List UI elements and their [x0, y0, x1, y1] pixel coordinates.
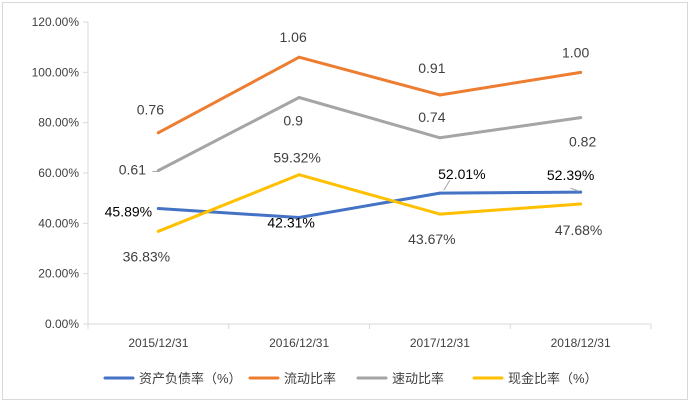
- y-tick-label: 120.00%: [32, 15, 80, 29]
- data-label-0: 42.31%: [267, 215, 314, 231]
- series-line-2: [156, 96, 583, 172]
- data-label-0: 52.01%: [438, 166, 485, 182]
- series-point-0: [297, 216, 301, 220]
- series-point-2: [579, 116, 583, 120]
- series-point-2: [438, 136, 442, 140]
- data-label-3: 36.83%: [123, 248, 170, 264]
- y-tick-label: 60.00%: [38, 166, 79, 180]
- series-point-0: [438, 191, 442, 195]
- data-label-0: 52.39%: [547, 167, 594, 183]
- chart-frame: 0.00% 20.00% 40.00% 60.00% 80.00% 100.00% 120.…: [2, 2, 688, 400]
- data-label-3: 59.32%: [273, 150, 320, 166]
- data-label-0: 45.89%: [105, 204, 152, 220]
- series-point-3: [579, 202, 583, 206]
- series-point-3: [156, 229, 160, 233]
- data-label-2: 0.9: [283, 113, 303, 129]
- data-label-3: 43.67%: [408, 231, 455, 247]
- y-tick-label: 0.00%: [45, 317, 79, 331]
- y-tick-label: 40.00%: [38, 216, 79, 230]
- series-point-1: [156, 131, 160, 135]
- series-lines: [156, 55, 583, 233]
- y-tick-label: 80.00%: [38, 116, 79, 130]
- series-point-2: [156, 168, 160, 172]
- data-label-1: 0.76: [137, 102, 164, 118]
- series-point-0: [579, 190, 583, 194]
- series-point-1: [438, 93, 442, 97]
- data-label-1: 1.06: [280, 29, 307, 45]
- series-line-0: [156, 190, 583, 220]
- legend-label-0: 资产负债率（%）: [139, 371, 242, 386]
- legend-label-3: 现金比率（%）: [508, 371, 598, 386]
- leader-line: [570, 187, 579, 192]
- leader-line: [443, 179, 451, 191]
- series-point-2: [297, 96, 301, 99]
- legend-label-2: 速动比率: [392, 371, 444, 386]
- series-point-3: [297, 173, 301, 177]
- data-label-2: 0.61: [119, 161, 146, 177]
- legend-label-1: 流动比率: [284, 371, 336, 386]
- data-label-3: 47.68%: [555, 222, 602, 238]
- legend: 资产负债率（%） 流动比率 速动比率 现金比率（%）: [103, 371, 598, 386]
- data-label-2: 0.82: [569, 134, 596, 150]
- y-tick-label: 20.00%: [38, 267, 79, 281]
- x-tick-label: 2017/12/31: [410, 336, 470, 350]
- data-label-2: 0.74: [418, 109, 445, 125]
- x-tick-label: 2016/12/31: [269, 336, 329, 350]
- series-line-3: [156, 173, 583, 233]
- series-point-1: [297, 55, 301, 59]
- line-chart: 0.00% 20.00% 40.00% 60.00% 80.00% 100.00% 120.…: [32, 15, 652, 386]
- data-labels: 45.89% 42.31% 52.01% 52.39% 0.76 1.06 0.91 1.00…: [105, 29, 603, 264]
- series-point-3: [438, 212, 442, 216]
- series-point-1: [579, 70, 583, 74]
- x-tick-label: 2018/12/31: [551, 336, 611, 350]
- y-tick-label: 100.00%: [32, 65, 80, 79]
- x-tick-label: 2015/12/31: [128, 336, 188, 350]
- series-point-0: [156, 207, 160, 211]
- axes: 0.00% 20.00% 40.00% 60.00% 80.00% 100.00% 120.…: [32, 15, 652, 350]
- data-label-1: 0.91: [418, 60, 445, 76]
- series-line-1: [156, 55, 583, 135]
- data-label-1: 1.00: [562, 44, 589, 60]
